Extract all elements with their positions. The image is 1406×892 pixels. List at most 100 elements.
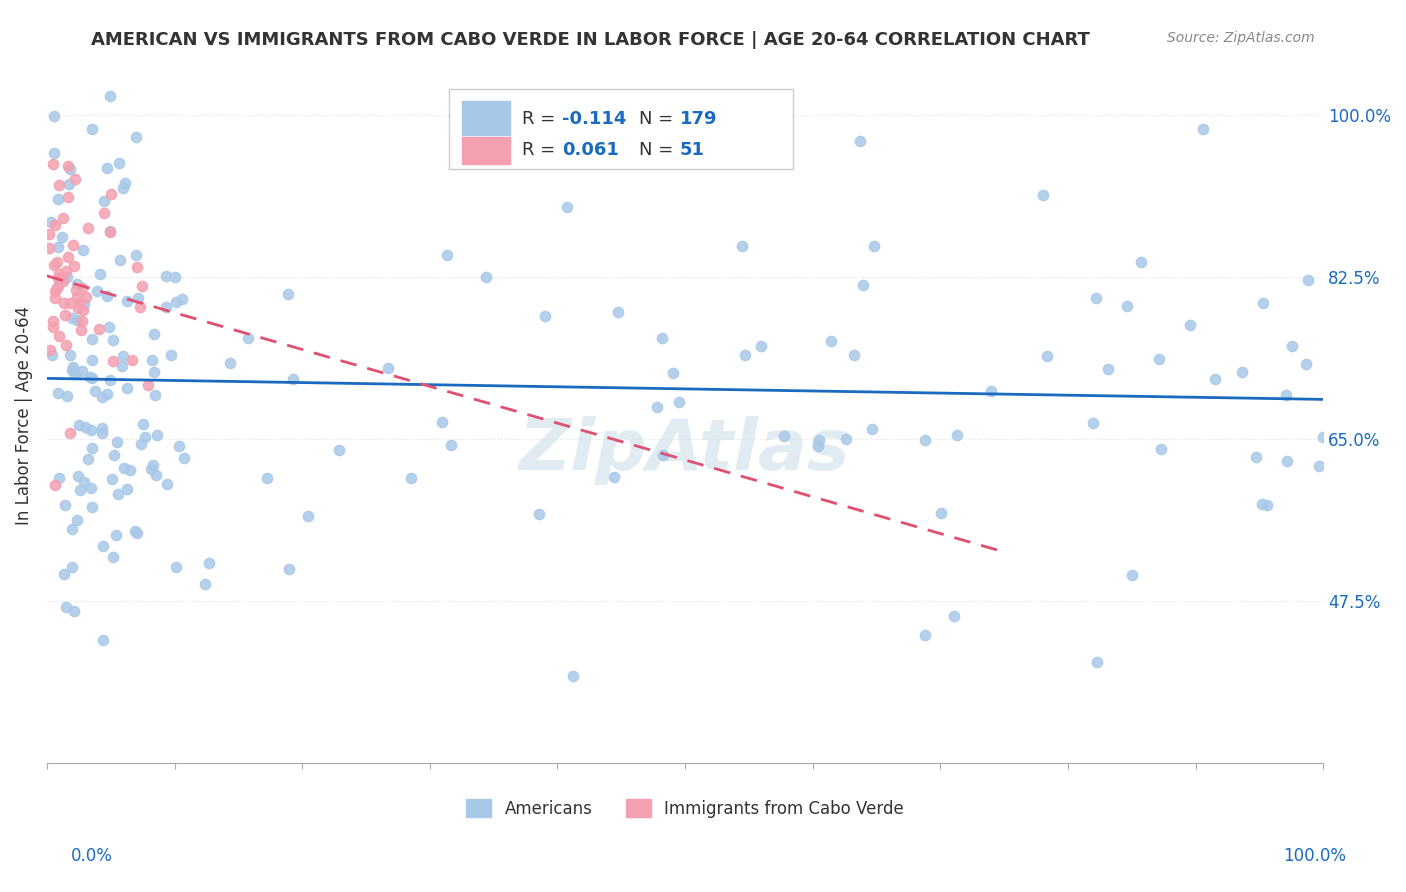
Point	[60, 310, 83, 325]
Point	[53, 308, 76, 322]
Point	[602, 469, 624, 483]
Point	[83, 384, 105, 398]
Point	[651, 331, 673, 345]
Point	[44, 478, 66, 492]
Point	[70, 280, 93, 294]
Point	[66, 277, 89, 291]
Point	[946, 427, 969, 442]
Point	[59, 161, 82, 176]
Text: ZipAtlas: ZipAtlas	[519, 416, 851, 485]
Point	[808, 433, 831, 447]
Point	[1281, 339, 1303, 353]
Point	[51, 229, 73, 244]
Point	[914, 628, 936, 642]
Point	[112, 349, 135, 363]
Point	[90, 421, 112, 435]
Point	[70, 364, 93, 378]
Point	[39, 215, 62, 229]
Point	[75, 420, 97, 434]
Point	[1085, 655, 1108, 669]
Point	[89, 267, 111, 281]
Point	[93, 206, 115, 220]
Point	[73, 296, 96, 310]
Text: 0.061: 0.061	[562, 142, 620, 160]
Point	[80, 500, 103, 515]
Point	[72, 243, 94, 257]
Point	[561, 668, 583, 682]
Point	[58, 347, 80, 361]
Point	[58, 190, 80, 204]
Point	[44, 218, 66, 232]
Point	[328, 443, 350, 458]
Point	[80, 352, 103, 367]
Point	[115, 381, 138, 395]
Point	[1204, 372, 1226, 386]
Point	[67, 418, 90, 433]
Point	[41, 348, 63, 362]
Point	[51, 274, 73, 288]
Point	[98, 373, 121, 387]
Point	[820, 334, 842, 349]
Point	[127, 525, 149, 540]
Point	[652, 448, 675, 462]
Point	[534, 309, 557, 323]
Legend: Americans, Immigrants from Cabo Verde: Americans, Immigrants from Cabo Verde	[460, 793, 911, 824]
Point	[48, 178, 70, 192]
Point	[45, 255, 67, 269]
Text: AMERICAN VS IMMIGRANTS FROM CABO VERDE IN LABOR FORCE | AGE 20-64 CORRELATION CH: AMERICAN VS IMMIGRANTS FROM CABO VERDE I…	[91, 31, 1090, 49]
Point	[1116, 299, 1139, 313]
Point	[56, 388, 79, 402]
Point	[91, 390, 114, 404]
Point	[60, 522, 83, 536]
Point	[98, 89, 121, 103]
Point	[114, 176, 136, 190]
Point	[44, 291, 66, 305]
Point	[219, 356, 242, 370]
Point	[103, 448, 125, 462]
Point	[1178, 318, 1201, 332]
Point	[72, 303, 94, 318]
Point	[69, 483, 91, 498]
Point	[197, 556, 219, 570]
Point	[58, 250, 80, 264]
Point	[66, 312, 89, 326]
Point	[97, 320, 120, 334]
Point	[980, 384, 1002, 399]
Point	[63, 368, 86, 382]
Point	[59, 426, 82, 441]
Point	[89, 322, 111, 336]
Point	[69, 295, 91, 310]
Point	[93, 194, 115, 208]
Point	[929, 506, 952, 520]
Point	[730, 239, 752, 253]
Point	[42, 258, 65, 272]
Point	[377, 361, 399, 376]
Point	[277, 287, 299, 301]
Point	[101, 353, 124, 368]
Point	[56, 270, 79, 285]
Point	[143, 388, 166, 402]
Point	[63, 259, 86, 273]
Point	[125, 130, 148, 145]
Point	[91, 539, 114, 553]
Point	[62, 237, 84, 252]
Point	[527, 507, 550, 521]
Point	[65, 290, 87, 304]
Point	[48, 192, 70, 206]
Point	[101, 334, 124, 348]
Point	[58, 177, 80, 191]
Point	[555, 200, 578, 214]
Point	[1085, 291, 1108, 305]
Point	[645, 400, 668, 414]
Point	[62, 360, 84, 375]
Point	[55, 337, 77, 351]
Point	[141, 458, 163, 473]
Point	[860, 422, 883, 436]
Point	[1251, 296, 1274, 310]
Text: 100.0%: 100.0%	[1284, 847, 1346, 865]
Point	[139, 462, 162, 476]
Point	[281, 371, 304, 385]
Point	[1192, 122, 1215, 136]
Point	[76, 220, 98, 235]
Text: R =: R =	[522, 110, 561, 128]
